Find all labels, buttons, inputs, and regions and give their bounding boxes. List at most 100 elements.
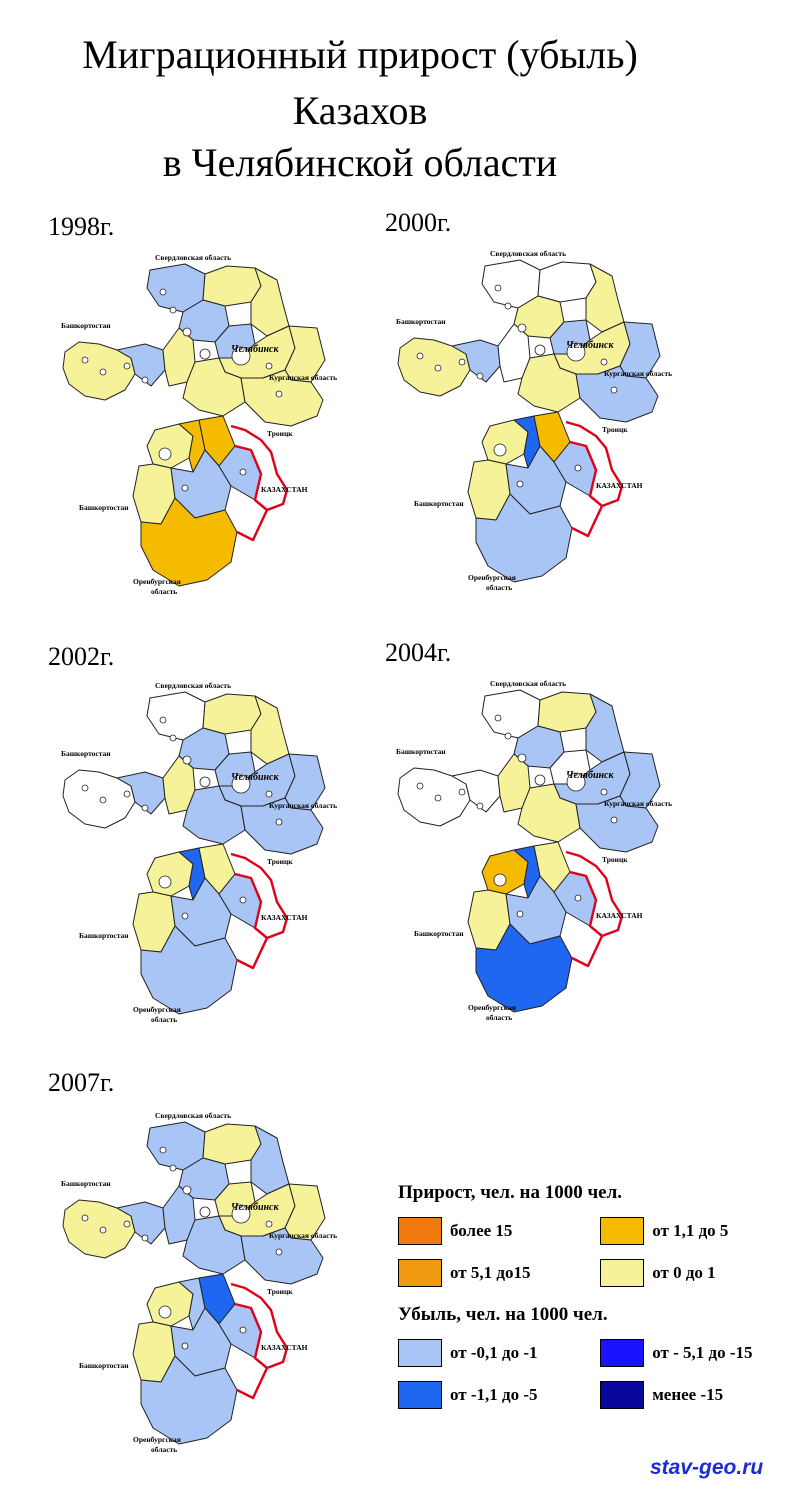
legend-label: от - 5,1 до -15 bbox=[652, 1343, 753, 1362]
district-west_inner bbox=[451, 339, 501, 383]
settlement-marker bbox=[416, 782, 424, 790]
map-label-kurgan: Курганская область bbox=[604, 369, 672, 378]
map-label-kazakhstan: КАЗАХСТАН bbox=[596, 911, 643, 920]
legend-item-1-5: от 1,1 до 5 bbox=[600, 1217, 758, 1245]
settlement-marker bbox=[181, 1342, 189, 1350]
settlement-marker bbox=[476, 802, 484, 810]
settlement-marker bbox=[159, 1146, 167, 1154]
settlement-marker bbox=[534, 774, 546, 786]
map-label-kazakhstan: КАЗАХСТАН bbox=[261, 1343, 308, 1352]
legend-item-less-minus-15: менее -15 bbox=[600, 1381, 758, 1409]
district-far_south bbox=[140, 497, 238, 587]
title-line-2: Казахов bbox=[292, 88, 428, 133]
map-label-troitsk: Троицк bbox=[602, 855, 628, 864]
settlement-marker bbox=[239, 468, 247, 476]
settlement-marker bbox=[231, 1204, 251, 1224]
settlement-marker bbox=[182, 1185, 192, 1195]
map-label-troitsk: Троицк bbox=[602, 425, 628, 434]
settlement-marker bbox=[416, 352, 424, 360]
map-label-kurgan: Курганская область bbox=[269, 1231, 337, 1240]
settlement-marker bbox=[265, 790, 273, 798]
year-label-2004: 2004г. bbox=[385, 638, 452, 667]
settlement-marker bbox=[265, 1220, 273, 1228]
map-label-bashkortostan: Башкортостан bbox=[61, 321, 111, 330]
map-2002: Свердловская область Башкортостан Челябинс… bbox=[55, 668, 345, 1048]
map-svg: Свердловская область Башкортостан Челябинс… bbox=[61, 253, 337, 596]
legend-swatch bbox=[398, 1339, 442, 1367]
district-far_south bbox=[475, 923, 573, 1013]
settlement-marker bbox=[199, 776, 211, 788]
settlement-marker bbox=[600, 358, 608, 366]
district-east2 bbox=[575, 795, 659, 853]
map-svg: Свердловская область Башкортостан Челябинс… bbox=[61, 681, 337, 1024]
settlement-marker bbox=[494, 714, 502, 722]
settlement-marker bbox=[239, 1326, 247, 1334]
map-2000: Свердловская область Башкортостан Челябинс… bbox=[390, 236, 680, 616]
settlement-marker bbox=[610, 386, 618, 394]
map-svg: Свердловская область Башкортостан Челябинс… bbox=[61, 1111, 337, 1454]
settlement-marker bbox=[81, 356, 89, 364]
settlement-marker bbox=[158, 1305, 172, 1319]
map-label-kurgan: Курганская область bbox=[269, 801, 337, 810]
district-west_lobe bbox=[397, 767, 471, 827]
settlement-marker bbox=[181, 484, 189, 492]
settlement-marker bbox=[123, 790, 131, 798]
legend-label: от 0 до 1 bbox=[652, 1263, 716, 1282]
district-west_lobe bbox=[397, 337, 471, 397]
kazakhstan-border bbox=[236, 927, 269, 970]
legend-item-minus-5-15: от - 5,1 до -15 bbox=[600, 1339, 758, 1367]
legend-swatch bbox=[600, 1259, 645, 1287]
kazakhstan-border bbox=[565, 850, 624, 938]
watermark: stav-geo.ru bbox=[650, 1456, 764, 1479]
settlement-marker bbox=[182, 327, 192, 337]
map-label-orenburg_2: область bbox=[486, 1013, 512, 1022]
district-west_inner bbox=[116, 1201, 166, 1245]
district-west_inner bbox=[116, 343, 166, 387]
settlement-marker bbox=[476, 372, 484, 380]
map-2004: Свердловская область Башкортостан Челябинс… bbox=[390, 666, 680, 1046]
map-label-kazakhstan: КАЗАХСТАН bbox=[261, 485, 308, 494]
legend-growth-title: Прирост, чел. на 1000 чел. bbox=[398, 1182, 623, 1203]
year-label-2007: 2007г. bbox=[48, 1068, 115, 1097]
map-label-sverdlovsk: Свердловская область bbox=[155, 681, 231, 690]
map-label-sverdlovsk: Свердловская область bbox=[155, 1111, 231, 1120]
settlement-marker bbox=[123, 362, 131, 370]
map-label-bashkortostan: Башкортостан bbox=[414, 499, 464, 508]
map-label-sverdlovsk: Свердловская область bbox=[490, 679, 566, 688]
settlement-marker bbox=[199, 1206, 211, 1218]
kazakhstan-border bbox=[565, 420, 624, 508]
settlement-marker bbox=[516, 910, 524, 918]
settlement-marker bbox=[574, 894, 582, 902]
settlement-marker bbox=[159, 288, 167, 296]
map-2007: Свердловская область Башкортостан Челябинс… bbox=[55, 1098, 345, 1478]
map-label-chelyabinsk: Челябинск bbox=[231, 772, 279, 783]
settlement-marker bbox=[81, 1214, 89, 1222]
settlement-marker bbox=[504, 732, 512, 740]
map-label-kazakhstan: КАЗАХСТАН bbox=[596, 481, 643, 490]
settlement-marker bbox=[516, 480, 524, 488]
map-label-orenburg_2: область bbox=[151, 1015, 177, 1024]
district-west_lobe bbox=[62, 769, 136, 829]
settlement-marker bbox=[275, 1248, 283, 1256]
settlement-marker bbox=[141, 804, 149, 812]
legend-label: менее -15 bbox=[652, 1385, 724, 1404]
map-label-kurgan: Курганская область bbox=[604, 799, 672, 808]
settlement-marker bbox=[159, 716, 167, 724]
settlement-marker bbox=[610, 816, 618, 824]
settlement-marker bbox=[566, 342, 586, 362]
settlement-marker bbox=[275, 390, 283, 398]
map-label-kazakhstan: КАЗАХСТАН bbox=[261, 913, 308, 922]
map-label-orenburg_1: Оренбургская bbox=[468, 1003, 516, 1012]
map-svg: Свердловская область Башкортостан Челябинс… bbox=[396, 679, 672, 1022]
map-label-bashkortostan: Башкортостан bbox=[414, 929, 464, 938]
legend-item-minus-1-5: от -1,1 до -5 bbox=[398, 1381, 600, 1409]
map-svg: Свердловская область Башкортостан Челябинс… bbox=[396, 249, 672, 592]
settlement-marker bbox=[239, 896, 247, 904]
settlement-marker bbox=[517, 323, 527, 333]
settlement-marker bbox=[99, 796, 107, 804]
settlement-marker bbox=[493, 443, 507, 457]
legend-decline-title: Убыль, чел. на 1000 чел. bbox=[398, 1304, 608, 1325]
district-east2 bbox=[240, 797, 324, 855]
map-label-bashkortostan: Башкортостан bbox=[61, 749, 111, 758]
map-label-orenburg_2: область bbox=[151, 587, 177, 596]
